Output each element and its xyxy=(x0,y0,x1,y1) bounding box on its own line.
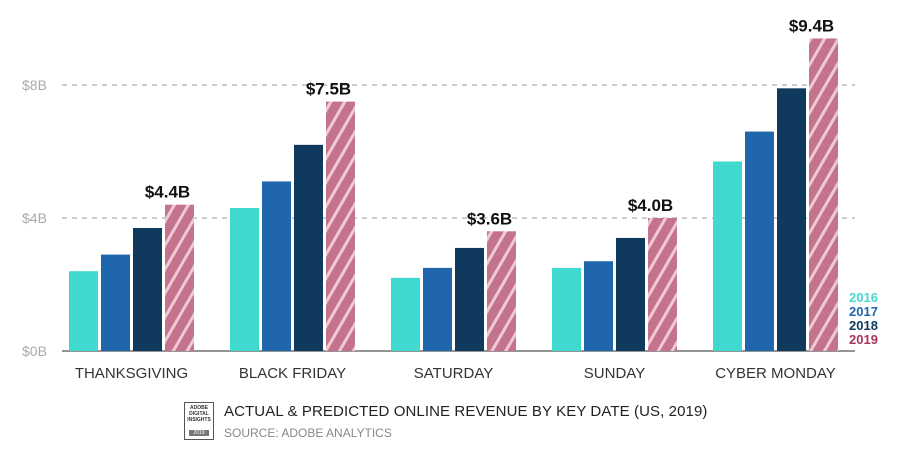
bar-2019 xyxy=(487,231,516,351)
y-tick-label: $8B xyxy=(22,77,47,93)
bar-2019 xyxy=(326,101,355,351)
bar-2016 xyxy=(230,208,259,351)
chart-source: SOURCE: ADOBE ANALYTICS xyxy=(224,426,392,440)
bar-2016 xyxy=(713,161,742,351)
adobe-digital-insights-logo: ADOBE DIGITAL INSIGHTS 2019 xyxy=(184,402,214,440)
bar-2019 xyxy=(809,38,838,351)
bar-2019 xyxy=(648,218,677,351)
bar-2018 xyxy=(616,237,645,351)
y-tick-label: $4B xyxy=(22,210,47,226)
bar-2017 xyxy=(745,131,774,351)
legend-item-2018: 2018 xyxy=(849,318,878,333)
category-label: BLACK FRIDAY xyxy=(239,365,346,382)
bar-2018 xyxy=(133,227,162,351)
legend-item-2017: 2017 xyxy=(849,304,878,319)
bar-2018 xyxy=(777,88,806,351)
bar-2016 xyxy=(552,267,581,351)
bar-2018 xyxy=(455,247,484,351)
data-label: $9.4B xyxy=(789,16,834,35)
bar-2017 xyxy=(584,261,613,351)
data-label: $4.4B xyxy=(145,183,190,202)
bar-2016 xyxy=(69,271,98,351)
chart-title: ACTUAL & PREDICTED ONLINE REVENUE BY KEY… xyxy=(224,403,708,420)
bar-2019 xyxy=(165,204,194,351)
data-label: $4.0B xyxy=(628,196,673,215)
data-label: $3.6B xyxy=(467,209,512,228)
category-label: CYBER MONDAY xyxy=(715,365,836,382)
bar-2018 xyxy=(294,144,323,351)
category-label: SATURDAY xyxy=(414,365,493,382)
legend-item-2016: 2016 xyxy=(849,290,878,305)
bar-2017 xyxy=(423,267,452,351)
category-label: SUNDAY xyxy=(584,365,645,382)
bar-2016 xyxy=(391,277,420,351)
data-label: $7.5B xyxy=(306,80,351,99)
bar-2017 xyxy=(262,181,291,351)
category-label: THANKSGIVING xyxy=(75,365,188,382)
legend-item-2019: 2019 xyxy=(849,332,878,347)
y-tick-label: $0B xyxy=(22,343,47,359)
bar-2017 xyxy=(101,254,130,351)
